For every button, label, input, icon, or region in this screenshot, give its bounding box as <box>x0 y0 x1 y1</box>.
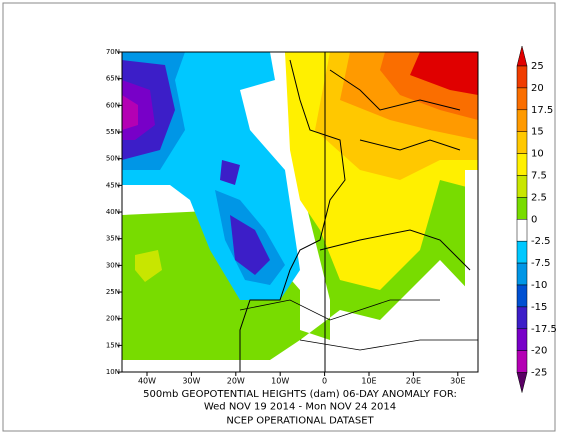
lon-label: 0 <box>322 377 327 386</box>
colorbar-label: -17.5 <box>531 324 557 335</box>
lon-label: 20E <box>406 377 421 386</box>
lat-label: 60N <box>106 101 120 109</box>
colorbar-arrow <box>516 45 528 67</box>
colorbar-box <box>516 131 528 154</box>
lat-label: 20N <box>106 315 120 323</box>
anomaly-field <box>122 52 478 372</box>
lon-label: 10E <box>361 377 376 386</box>
lat-label: 50N <box>106 155 120 163</box>
colorbar-box <box>516 87 528 111</box>
caption-line: Wed NOV 19 2014 - Mon NOV 24 2014 <box>204 402 396 413</box>
colorbar-label: 7.5 <box>531 171 547 182</box>
lon-label: 10W <box>271 377 289 386</box>
colorbar-label: -2.5 <box>531 236 551 247</box>
colorbar-label: -7.5 <box>531 258 551 269</box>
colorbar-box <box>516 284 528 308</box>
lat-label: 55N <box>106 128 120 136</box>
lon-label: 30E <box>450 377 465 386</box>
colorbar-box <box>516 153 528 176</box>
colorbar-box <box>516 65 528 89</box>
colorbar-box <box>516 328 528 351</box>
colorbar-label: 25 <box>531 61 544 72</box>
lat-label: 40N <box>106 208 120 216</box>
lon-label: 20W <box>227 377 245 386</box>
lon-label: 40W <box>138 377 156 386</box>
colorbar-label: -20 <box>531 346 547 357</box>
frame <box>2 2 556 432</box>
caption-line: NCEP OPERATIONAL DATASET <box>226 416 374 427</box>
lat-label: 35N <box>106 235 120 243</box>
colorbar-label: -10 <box>531 280 547 291</box>
lon-label: 30W <box>182 377 200 386</box>
colorbar-box <box>516 219 528 242</box>
caption-line: 500mb GEOPOTENTIAL HEIGHTS (dam) 06-DAY … <box>143 389 457 400</box>
colorbar-label: -25 <box>531 368 547 379</box>
colorbar-label: -15 <box>531 302 547 313</box>
colorbar-label: 20 <box>531 83 544 94</box>
lat-label: 25N <box>106 288 120 296</box>
colorbar-box <box>516 109 528 132</box>
lat-label: 10N <box>106 368 120 376</box>
colorbar-arrow <box>516 372 528 393</box>
colorbar-box <box>516 240 528 264</box>
colorbar-box <box>516 197 528 220</box>
lat-label: 70N <box>106 48 120 56</box>
lat-label: 45N <box>106 181 120 189</box>
colorbar-label: 17.5 <box>531 105 553 116</box>
colorbar-box <box>516 350 528 373</box>
colorbar-box <box>516 306 528 330</box>
colorbar-box <box>516 262 528 286</box>
colorbar-label: 10 <box>531 149 544 160</box>
colorbar-box <box>516 175 528 198</box>
lat-label: 15N <box>106 341 120 349</box>
lat-label: 65N <box>106 75 120 83</box>
lat-label: 30N <box>106 261 120 269</box>
colorbar-label: 2.5 <box>531 192 547 203</box>
colorbar-label: 15 <box>531 127 544 138</box>
colorbar-label: 0 <box>531 214 537 225</box>
